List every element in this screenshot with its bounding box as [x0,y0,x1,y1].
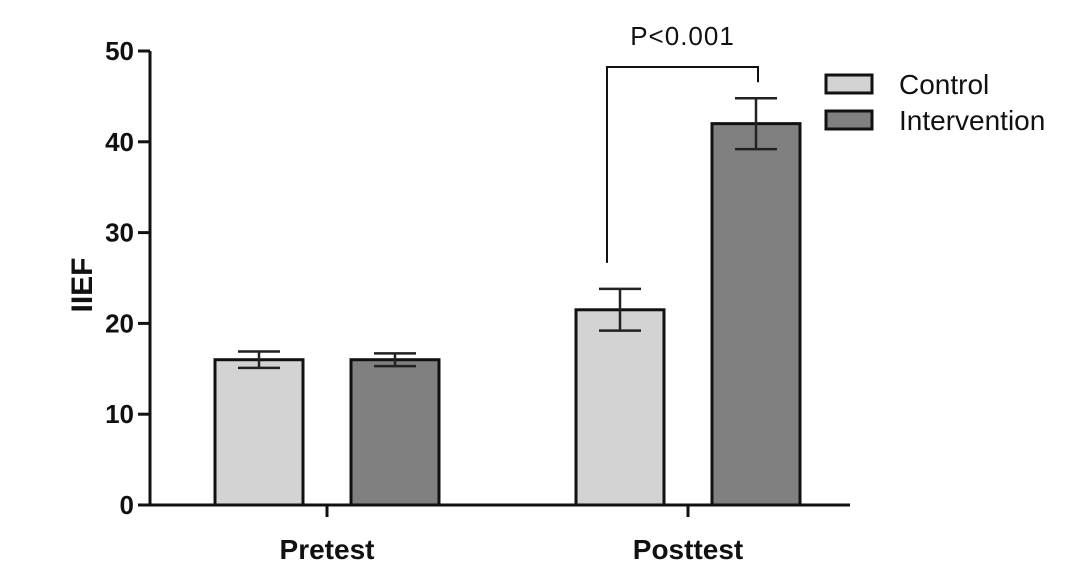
legend-label: Control [899,69,989,100]
legend-swatch [824,109,874,131]
y-tick-label: 50 [105,36,134,66]
legend-label: Intervention [899,105,1045,136]
chart-error-bars [238,96,777,370]
y-tick-label: 30 [105,218,134,248]
p-value-label: P<0.001 [630,21,735,51]
y-tick-label: 40 [105,127,134,157]
x-tick-label: Pretest [280,534,375,565]
bar-control-pretest [213,358,305,507]
bar-intervention-pretest [349,358,441,507]
y-axis-title: IIEF [66,257,99,312]
significance-annotation: P<0.001 [606,21,759,263]
bar-control-posttest [574,308,666,507]
chart-legend: Control Intervention [824,69,1045,136]
y-tick-label: 10 [105,399,134,429]
legend-swatch [824,73,874,95]
y-tick-label: 0 [120,490,134,520]
significance-bracket [606,66,759,263]
bar-intervention-posttest [710,122,802,507]
chart-bars [213,122,802,507]
x-tick-label: Posttest [633,534,743,565]
y-tick-label: 20 [105,308,134,338]
